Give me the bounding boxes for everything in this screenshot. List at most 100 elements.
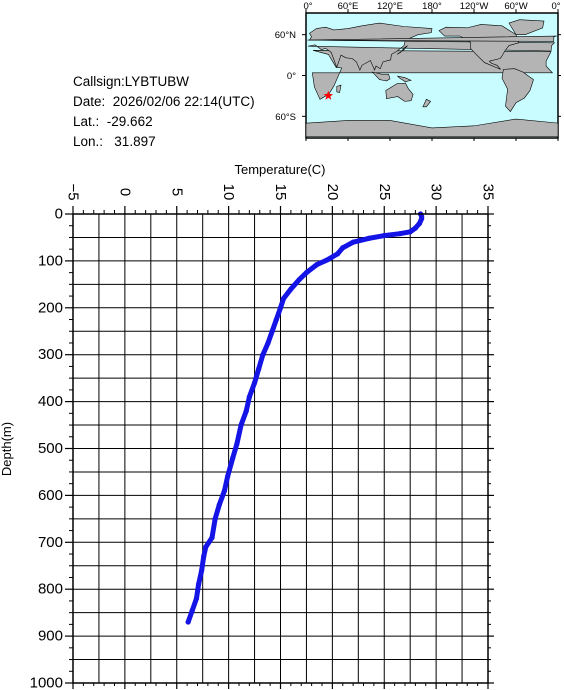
profile-point [246, 394, 252, 400]
map-landmass [508, 19, 545, 35]
map-lon-label: 0° [303, 1, 312, 12]
map-landmass [396, 45, 408, 55]
map-lon-label: 180° [422, 1, 442, 12]
y-tick-label: 900 [38, 628, 63, 645]
latitude-label: Lat.: [73, 114, 100, 129]
profile-point [412, 225, 418, 231]
x-axis-title: Temperature(C) [234, 162, 325, 177]
profile-point [281, 295, 287, 302]
profile-point [397, 231, 403, 237]
y-tick-label: 400 [38, 393, 63, 410]
profile-point [296, 277, 302, 283]
profile-point [260, 352, 266, 358]
x-tick-label: 5 [168, 188, 185, 196]
profile-point [340, 245, 346, 251]
x-tick-label: 0 [116, 188, 133, 196]
map-frame [302, 9, 561, 141]
callsign-line: Callsign:LYBTUBW [73, 73, 189, 90]
x-tick-label: 10 [220, 184, 237, 201]
map-landmass [307, 35, 557, 42]
x-tick-labels: −5 0 5 10 15 20 25 30 35 [65, 183, 497, 200]
y-tick-label: 0 [55, 206, 63, 223]
station-marker-star [323, 90, 334, 100]
date-value: 2026/02/06 22:14(UTC) [112, 94, 255, 109]
profile-point [256, 366, 262, 372]
profile-point [203, 544, 209, 550]
profile-point [251, 380, 258, 386]
map-lon-label: 60°E [338, 1, 359, 12]
profile-point [381, 232, 387, 239]
profile-point [277, 305, 284, 311]
profile-point [199, 567, 205, 574]
profile-point [216, 502, 222, 508]
temperature-depth-chart: −5 0 5 10 15 20 25 30 35 01002003004005006007008… [0, 162, 497, 690]
x-tick-label: 20 [324, 184, 341, 201]
y-tick-labels: 0 100 200 300 400 500 600 700 800 900 1000 [30, 206, 63, 690]
x-tick-label: 25 [376, 184, 393, 201]
profile-point [193, 595, 200, 602]
y-tick-label: 300 [38, 346, 63, 363]
longitude-line: Lon.: 31.897 [73, 133, 156, 150]
profile-point [324, 257, 330, 263]
map-landmass [396, 75, 412, 82]
profile-point [243, 408, 249, 414]
map-landmass [422, 98, 432, 108]
longitude-label: Lon.: [73, 134, 104, 149]
map-landmass [501, 68, 534, 113]
profile-point [234, 441, 240, 447]
plot-frame [72, 213, 489, 684]
x-tick-label: −5 [65, 183, 82, 200]
map-lat-label: 0° [287, 71, 296, 82]
profile-point [407, 229, 413, 235]
map-lon-label: 0° [551, 1, 560, 12]
profile-point [288, 286, 294, 292]
grid-lines [72, 213, 489, 684]
series-group [185, 211, 425, 625]
map-latitude-labels: 60°N 0° 60°S [275, 30, 296, 123]
longitude-value: 31.897 [114, 134, 156, 149]
profile-point [314, 262, 320, 268]
profile-point [265, 340, 271, 346]
profile-point [224, 474, 231, 480]
profile-point [189, 607, 195, 613]
world-map-inset: 0° 60°E 120°E 180° 120°W 60°W 0° 60°N 0° 60°S [275, 1, 561, 141]
profile-point [334, 251, 341, 257]
date-label: Date: [73, 94, 106, 109]
profile-point [350, 239, 356, 245]
callsign-label: Callsign: [73, 74, 125, 89]
profile-point [195, 581, 202, 588]
profile-point [366, 235, 372, 241]
y-axis-title: Depth(m) [0, 422, 14, 476]
profile-point [419, 216, 425, 222]
map-longitude-labels: 0° 60°E 120°E 180° 120°W 60°W 0° [303, 1, 560, 12]
map-landmass [305, 118, 559, 138]
y-tick-label: 500 [38, 440, 63, 457]
map-lat-label: 60°N [275, 30, 296, 41]
profile-point [221, 488, 228, 494]
y-tick-label: 200 [38, 299, 63, 316]
profile-point [303, 270, 310, 276]
date-line: Date: 2026/02/06 22:14(UTC) [73, 93, 255, 110]
map-lat-label: 60°S [275, 112, 296, 123]
map-landmass [371, 71, 391, 82]
latitude-line: Lat.: -29.662 [73, 113, 153, 130]
x-tick-label: 35 [480, 184, 497, 201]
y-tick-label: 600 [38, 487, 63, 504]
map-landmass [336, 84, 342, 93]
y-tick-label: 1000 [30, 675, 63, 690]
y-tick-label: 800 [38, 581, 63, 598]
profile-point [230, 455, 236, 461]
map-lon-label: 120°W [460, 1, 489, 12]
profile-point [273, 316, 279, 323]
map-lon-label: 60°W [504, 1, 527, 12]
profile-point [201, 553, 207, 559]
map-landmass [385, 82, 414, 102]
profile-point [416, 220, 423, 226]
x-tick-label: 15 [272, 184, 289, 201]
map-landmass [438, 24, 520, 70]
y-tick-label: 100 [38, 252, 63, 269]
map-landmass [308, 22, 556, 71]
profile-point [185, 619, 191, 625]
latitude-value: -29.662 [106, 114, 153, 129]
callsign-value: LYBTUBW [124, 74, 190, 89]
